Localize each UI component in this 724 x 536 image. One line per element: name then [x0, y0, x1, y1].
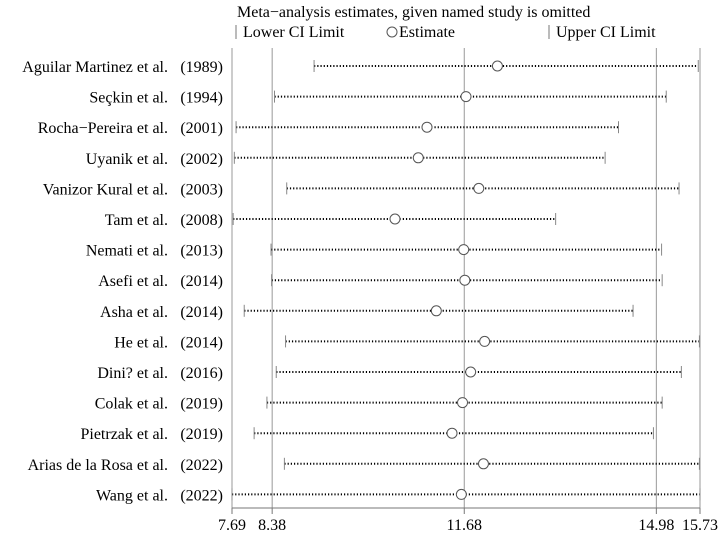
study-row: Colak et al. (2019) [95, 396, 663, 413]
study-name-label: Nemati et al. [86, 243, 168, 260]
study-row: Pietrzak et al. (2019) [80, 426, 654, 443]
estimate-marker [479, 335, 491, 347]
estimate-marker [465, 366, 477, 378]
study-year-label: (2019) [180, 426, 223, 443]
study-year-label: (2016) [180, 365, 223, 382]
study-name-label: Arias de la Rosa et al. [28, 457, 168, 474]
study-name-label: Pietrzak et al. [80, 426, 168, 443]
study-row: Arias de la Rosa et al. (2022) [28, 457, 700, 474]
x-tick-label: 8.38 [258, 517, 286, 534]
study-name-label: He et al. [114, 334, 168, 351]
study-rows: Aguilar Martinez et al. (1989) Seçkin et a… [22, 59, 701, 504]
estimate-marker [446, 427, 458, 439]
study-row: Aguilar Martinez et al. (1989) [22, 59, 699, 76]
study-year-label: (2022) [180, 487, 223, 504]
study-name-label: Rocha−Pereira et al. [38, 120, 168, 137]
study-year-label: (2008) [180, 212, 223, 229]
study-name-label: Asha et al. [100, 304, 168, 321]
study-name-label: Uyanik et al. [86, 151, 168, 168]
study-name-label: Dini? et al. [97, 365, 168, 382]
x-tick-label: 7.69 [218, 517, 246, 534]
x-tick-label: 15.73 [682, 517, 718, 534]
estimate-marker [460, 91, 472, 103]
study-year-label: (2019) [180, 396, 223, 413]
study-row: Asha et al. (2014) [100, 304, 634, 321]
study-name-label: Asefi et al. [98, 273, 168, 290]
study-year-label: (1989) [180, 59, 223, 76]
estimate-marker [455, 488, 467, 500]
estimate-marker [473, 182, 485, 194]
study-year-label: (1994) [180, 90, 223, 107]
study-year-label: (2001) [180, 120, 223, 137]
study-year-label: (2003) [180, 181, 223, 198]
legend-estimate-label: Estimate [399, 24, 455, 41]
study-year-label: (2013) [180, 243, 223, 260]
study-year-label: (2014) [180, 334, 223, 351]
estimate-marker [421, 121, 433, 133]
study-row: Rocha−Pereira et al. (2001) [38, 120, 620, 137]
study-row: Tam et al. (2008) [105, 212, 557, 229]
study-name-label: Tam et al. [105, 212, 168, 229]
legend-estimate-marker [386, 26, 398, 38]
study-row: Nemati et al. (2013) [86, 243, 663, 260]
legend-lower-label: Lower CI Limit [243, 24, 345, 41]
study-row: He et al. (2014) [114, 334, 700, 351]
estimate-marker [491, 60, 503, 72]
study-year-label: (2014) [180, 273, 223, 290]
estimate-marker [389, 213, 401, 225]
estimate-marker [412, 152, 424, 164]
study-name-label: Vanizor Kural et al. [43, 181, 168, 198]
study-name-label: Wang et al. [96, 487, 168, 504]
study-row: Wang et al. (2022) [96, 487, 701, 504]
study-row: Uyanik et al. (2002) [86, 151, 606, 168]
study-year-label: (2002) [180, 151, 223, 168]
study-name-label: Colak et al. [95, 396, 168, 413]
legend: Lower CI Limit Estimate Upper CI Limit [235, 24, 656, 41]
estimate-marker [457, 397, 469, 409]
estimate-marker [430, 305, 442, 317]
x-tick-label: 11.68 [447, 517, 482, 534]
x-tick-label: 14.98 [638, 517, 674, 534]
estimate-marker [459, 274, 471, 286]
study-year-label: (2022) [180, 457, 223, 474]
estimate-marker [458, 244, 470, 256]
study-row: Asefi et al. (2014) [98, 273, 663, 290]
study-row: Dini? et al. (2016) [97, 365, 682, 382]
study-name-label: Aguilar Martinez et al. [22, 59, 168, 76]
study-row: Seçkin et al. (1994) [89, 90, 667, 107]
study-year-label: (2014) [180, 304, 223, 321]
chart-title: Meta−analysis estimates, given named stu… [237, 4, 590, 21]
legend-upper-label: Upper CI Limit [556, 24, 656, 41]
estimate-marker [477, 458, 489, 470]
study-row: Vanizor Kural et al. (2003) [43, 181, 680, 198]
x-axis-ticks: 7.69 8.38 11.68 14.98 15.73 [218, 508, 718, 534]
study-name-label: Seçkin et al. [89, 90, 168, 107]
